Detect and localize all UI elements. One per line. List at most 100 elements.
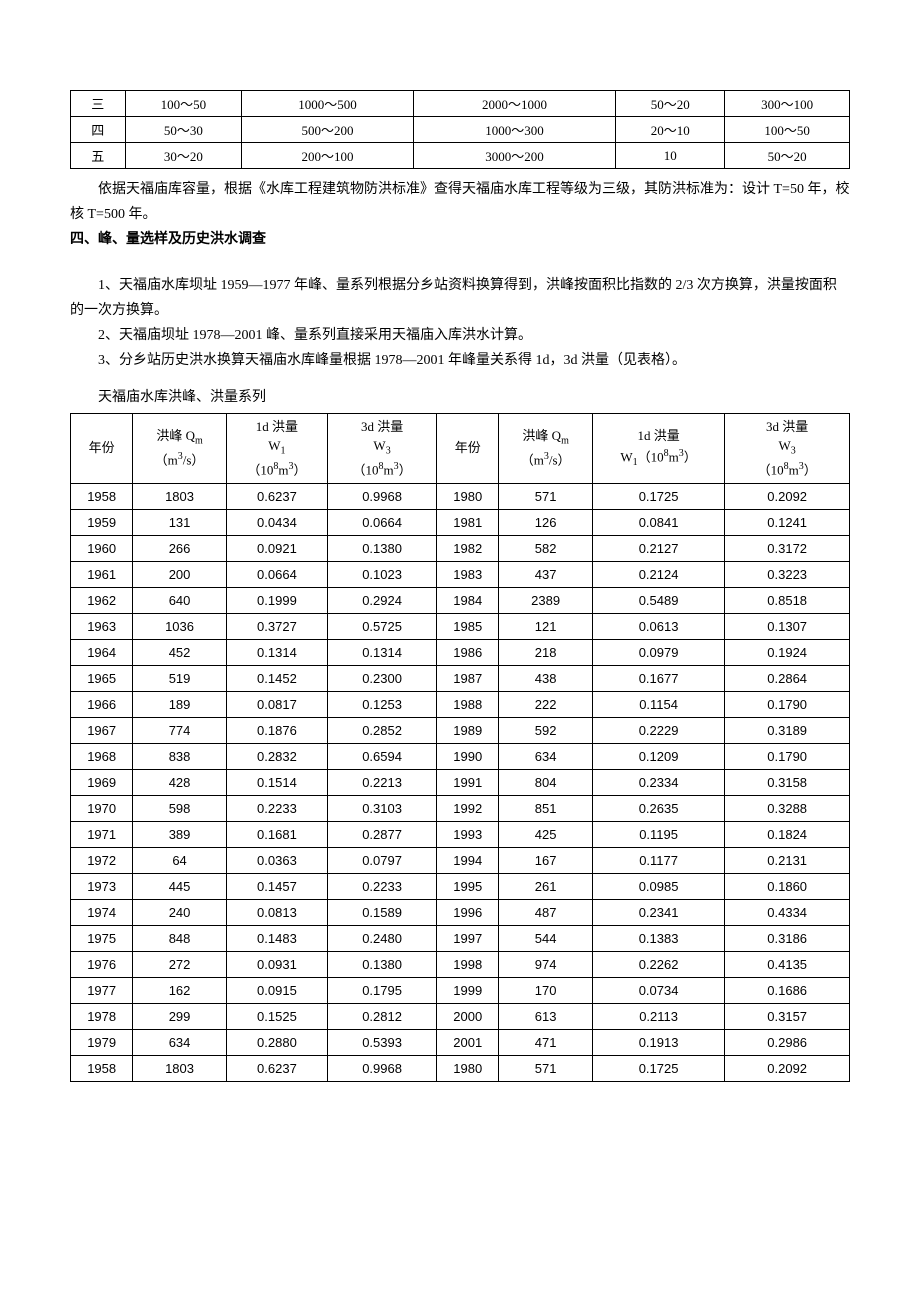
table-cell: 428 [133,769,226,795]
table-cell: 0.2300 [328,665,437,691]
table-cell: 1999 [437,977,499,1003]
table-cell: 0.0734 [592,977,724,1003]
table-row: 19705980.22330.310319928510.26350.3288 [71,795,850,821]
table-cell: 1000～300 [413,117,616,143]
table-cell: 0.0841 [592,509,724,535]
table-cell: 0.2877 [328,821,437,847]
table-cell: 0.2213 [328,769,437,795]
table-cell: 0.5393 [328,1029,437,1055]
table-cell: 1992 [437,795,499,821]
table-cell: 218 [499,639,592,665]
header-w3-2: 3d 洪量 W3 （108m3） [725,413,850,483]
table-cell: 0.1924 [725,639,850,665]
table-cell: 0.2986 [725,1029,850,1055]
table-cell: 0.0915 [226,977,327,1003]
table-cell: 0.0664 [226,561,327,587]
table-cell: 1000～500 [242,91,413,117]
table-cell: 189 [133,691,226,717]
table-cell: 0.2924 [328,587,437,613]
table-cell: 100～50 [725,117,850,143]
table-cell: 266 [133,535,226,561]
table-cell: 0.9968 [328,483,437,509]
table-cell: 2001 [437,1029,499,1055]
paragraph-4: 3、分乡站历史洪水换算天福庙水库峰量根据 1978—2001 年峰量关系得 1d… [70,348,850,373]
table-cell: 170 [499,977,592,1003]
table-cell: 774 [133,717,226,743]
table-row: 1972640.03630.079719941670.11770.2131 [71,847,850,873]
table2-header-row: 年份 洪峰 Qm （m3/s） 1d 洪量 W1 （108m3） 3d 洪量 W… [71,413,850,483]
header-w3-1: 3d 洪量 W3 （108m3） [328,413,437,483]
table-row: 196310360.37270.572519851210.06130.1307 [71,613,850,639]
table-cell: 0.1860 [725,873,850,899]
paragraph-3: 2、天福庙坝址 1978—2001 峰、量系列直接采用天福庙入库洪水计算。 [70,323,850,348]
table-cell: 10 [616,143,725,169]
table-cell: 0.1241 [725,509,850,535]
table-cell: 0.0817 [226,691,327,717]
table-cell: 0.2127 [592,535,724,561]
table-cell: 0.3186 [725,925,850,951]
table-cell: 261 [499,873,592,899]
table-cell: 1963 [71,613,133,639]
table-cell: 162 [133,977,226,1003]
table-cell: 0.2124 [592,561,724,587]
table-cell: 452 [133,639,226,665]
table-cell: 0.1452 [226,665,327,691]
table-cell: 0.1999 [226,587,327,613]
table-cell: 544 [499,925,592,951]
table-cell: 272 [133,951,226,977]
table-cell: 487 [499,899,592,925]
table-cell: 0.1525 [226,1003,327,1029]
table-cell: 1988 [437,691,499,717]
table-cell: 851 [499,795,592,821]
table-cell: 0.1023 [328,561,437,587]
table-cell: 1968 [71,743,133,769]
table-row: 19626400.19990.2924198423890.54890.8518 [71,587,850,613]
table-row: 19677740.18760.285219895920.22290.3189 [71,717,850,743]
table-cell: 1981 [437,509,499,535]
table-cell: 1958 [71,483,133,509]
table-row: 19688380.28320.659419906340.12090.1790 [71,743,850,769]
table-cell: 1974 [71,899,133,925]
table-cell: 1986 [437,639,499,665]
table-cell: 240 [133,899,226,925]
table-cell: 838 [133,743,226,769]
table-cell: 64 [133,847,226,873]
table-row: 19762720.09310.138019989740.22620.4135 [71,951,850,977]
table-cell: 582 [499,535,592,561]
table-cell: 519 [133,665,226,691]
table-cell: 500～200 [242,117,413,143]
table-cell: 1036 [133,613,226,639]
table-cell: 0.3727 [226,613,327,639]
header-w1-2: 1d 洪量 W1（108m3） [592,413,724,483]
standards-table-body: 三100～501000～5002000～100050～20300～100四50～… [71,91,850,169]
table-cell: 0.1209 [592,743,724,769]
table-row: 19602660.09210.138019825820.21270.3172 [71,535,850,561]
table-cell: 1803 [133,1055,226,1081]
table-row: 五30～20200～1003000～2001050～20 [71,143,850,169]
table-cell: 0.0363 [226,847,327,873]
header-year-1: 年份 [71,413,133,483]
flood-series-table: 年份 洪峰 Qm （m3/s） 1d 洪量 W1 （108m3） 3d 洪量 W… [70,413,850,1082]
table-cell: 0.2131 [725,847,850,873]
table-cell: 0.4334 [725,899,850,925]
table-cell: 0.1913 [592,1029,724,1055]
table-cell: 640 [133,587,226,613]
table-cell: 1961 [71,561,133,587]
table-cell: 1994 [437,847,499,873]
table-cell: 1993 [437,821,499,847]
header-qm-1: 洪峰 Qm （m3/s） [133,413,226,483]
table-cell: 1995 [437,873,499,899]
table-cell: 0.1380 [328,535,437,561]
section-heading: 四、峰、量选样及历史洪水调查 [70,227,850,252]
table-cell: 100～50 [125,91,242,117]
table-cell: 1959 [71,509,133,535]
table-cell: 0.2812 [328,1003,437,1029]
table-cell: 1978 [71,1003,133,1029]
table-cell: 437 [499,561,592,587]
table-cell: 0.2341 [592,899,724,925]
table-cell: 0.0931 [226,951,327,977]
table-cell: 571 [499,1055,592,1081]
table-cell: 0.3189 [725,717,850,743]
table-cell: 2000～1000 [413,91,616,117]
table-cell: 0.0797 [328,847,437,873]
